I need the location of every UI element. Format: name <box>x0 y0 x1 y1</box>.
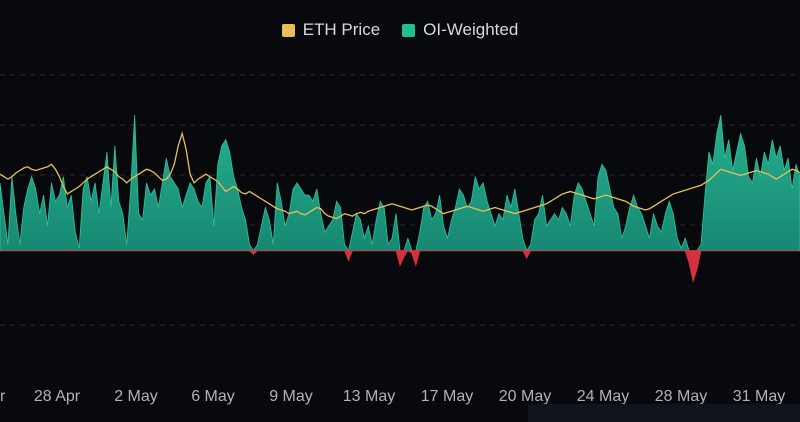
x-tick-label: r <box>0 388 6 405</box>
x-tick-label: 31 May <box>733 388 785 405</box>
x-tick-label: 20 May <box>499 388 551 405</box>
eth-price-line <box>0 131 800 220</box>
x-tick-label: 28 Apr <box>34 388 81 405</box>
legend-item-eth-price[interactable]: ETH Price <box>281 20 381 40</box>
eth-price-swatch <box>281 23 295 37</box>
oi-weighted-swatch <box>402 23 416 37</box>
legend-label-oi-weighted: OI-Weighted <box>423 20 519 39</box>
x-tick-label: 28 May <box>655 388 707 405</box>
legend-label-eth-price: ETH Price <box>302 20 381 39</box>
x-tick-label: 2 May <box>114 388 158 405</box>
chart-legend: ETH Price OI-Weighted <box>0 20 800 40</box>
oi-weighted-negative-area <box>0 250 800 284</box>
x-tick-label: 24 May <box>577 388 629 405</box>
oi-weighted-positive-area <box>0 114 800 252</box>
x-tick-label: 13 May <box>343 388 395 405</box>
x-tick-label: 17 May <box>421 388 473 405</box>
x-tick-label: 6 May <box>191 388 235 405</box>
legend-item-oi-weighted[interactable]: OI-Weighted <box>402 20 518 40</box>
x-tick-label: 9 May <box>269 388 313 405</box>
corner-overlay <box>528 404 800 422</box>
